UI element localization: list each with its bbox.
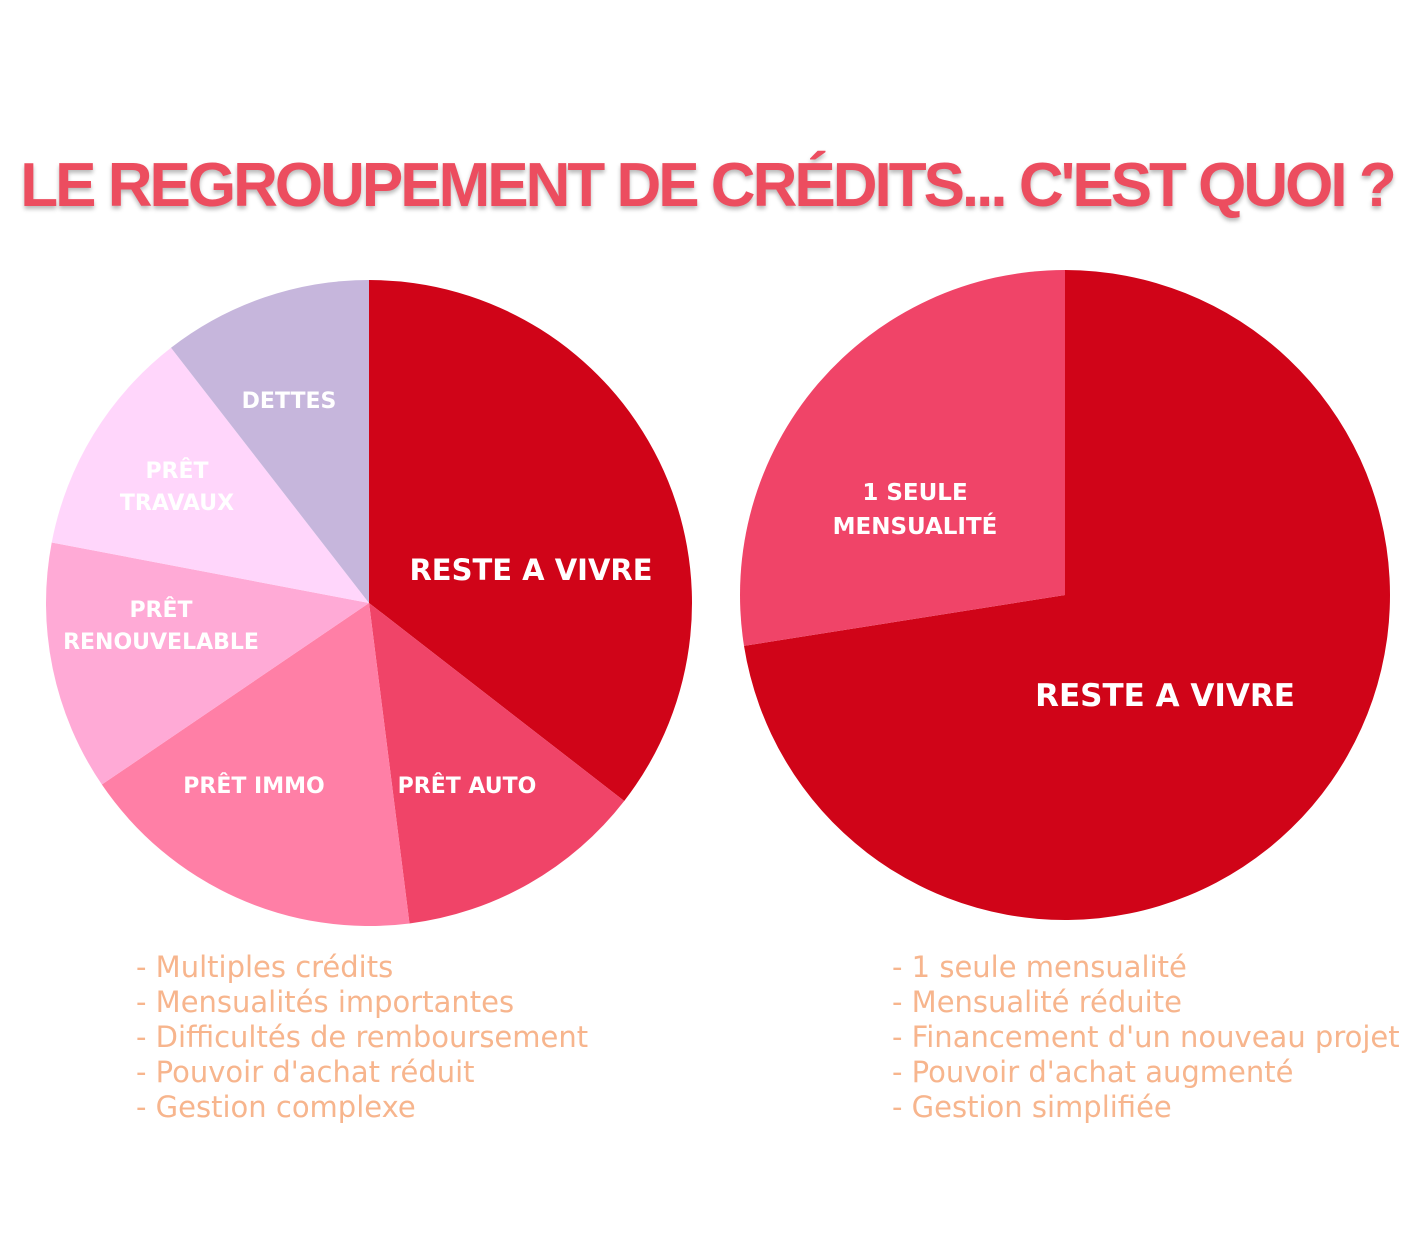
slice-label-reste-a-vivre: RESTE A VIVRE [1035,678,1295,714]
pie-slices [46,280,692,926]
pie-slice-reste-a-vivre [744,270,1390,920]
note-item: - Multiples crédits [136,950,394,984]
slice-label-pret-auto: PRÊT AUTO [398,773,537,799]
note-item: - Financement d'un nouveau projet [892,1020,1400,1054]
pie-slice-reste-a-vivre [369,280,692,801]
slice-label-pret-renouvelable-line1: PRÊT [129,597,192,623]
pie-slices [740,270,1390,920]
slice-label-pret-travaux-line2: TRAVAUX [120,491,234,516]
note-item: - Mensualité réduite [892,985,1182,1019]
slice-label-pret-immo: PRÊT IMMO [183,773,324,799]
note-item: - Gestion complexe [136,1090,416,1124]
note-item: - Difficultés de remboursement [136,1020,589,1054]
slice-label-pret-travaux-line1: PRÊT [145,458,208,484]
pie-slice-pret-auto [369,603,625,924]
note-item: - 1 seule mensualité [892,950,1187,984]
slice-label-dettes: DETTES [242,389,337,414]
pie-slice-dettes [171,280,369,603]
pie-chart-after: RESTE A VIVRE 1 SEULE MENSUALITÉ [740,270,1390,920]
note-item: - Mensualités importantes [136,985,515,1019]
pie-slice-pret-renouvelable [46,542,370,785]
pie-chart-before: RESTE A VIVRE PRÊT AUTO PRÊT IMMO PRÊT R… [46,280,692,926]
slice-label-1-seule-mensualite-line2: MENSUALITÉ [833,512,998,540]
slice-label-pret-renouvelable-line2: RENOUVELABLE [63,630,259,655]
pie-slice-1-seule-mensualite [740,270,1065,646]
slice-label-1-seule-mensualite-line1: 1 SEULE [862,480,967,506]
note-item: - Gestion simplifiée [892,1090,1172,1124]
pie-slice-pret-travaux [51,347,369,603]
page-title: LE REGROUPEMENT DE CRÉDITS... C'EST QUOI… [20,151,1396,220]
note-item: - Pouvoir d'achat augmenté [892,1055,1294,1089]
notes-after-list: - 1 seule mensualité - Mensualité réduit… [892,950,1414,1125]
pie-slice-pret-immo [101,603,410,926]
slice-label-reste-a-vivre: RESTE A VIVRE [409,553,652,587]
notes-before-list: - Multiples crédits - Mensualités import… [136,950,588,1125]
note-item: - Pouvoir d'achat réduit [136,1055,475,1089]
